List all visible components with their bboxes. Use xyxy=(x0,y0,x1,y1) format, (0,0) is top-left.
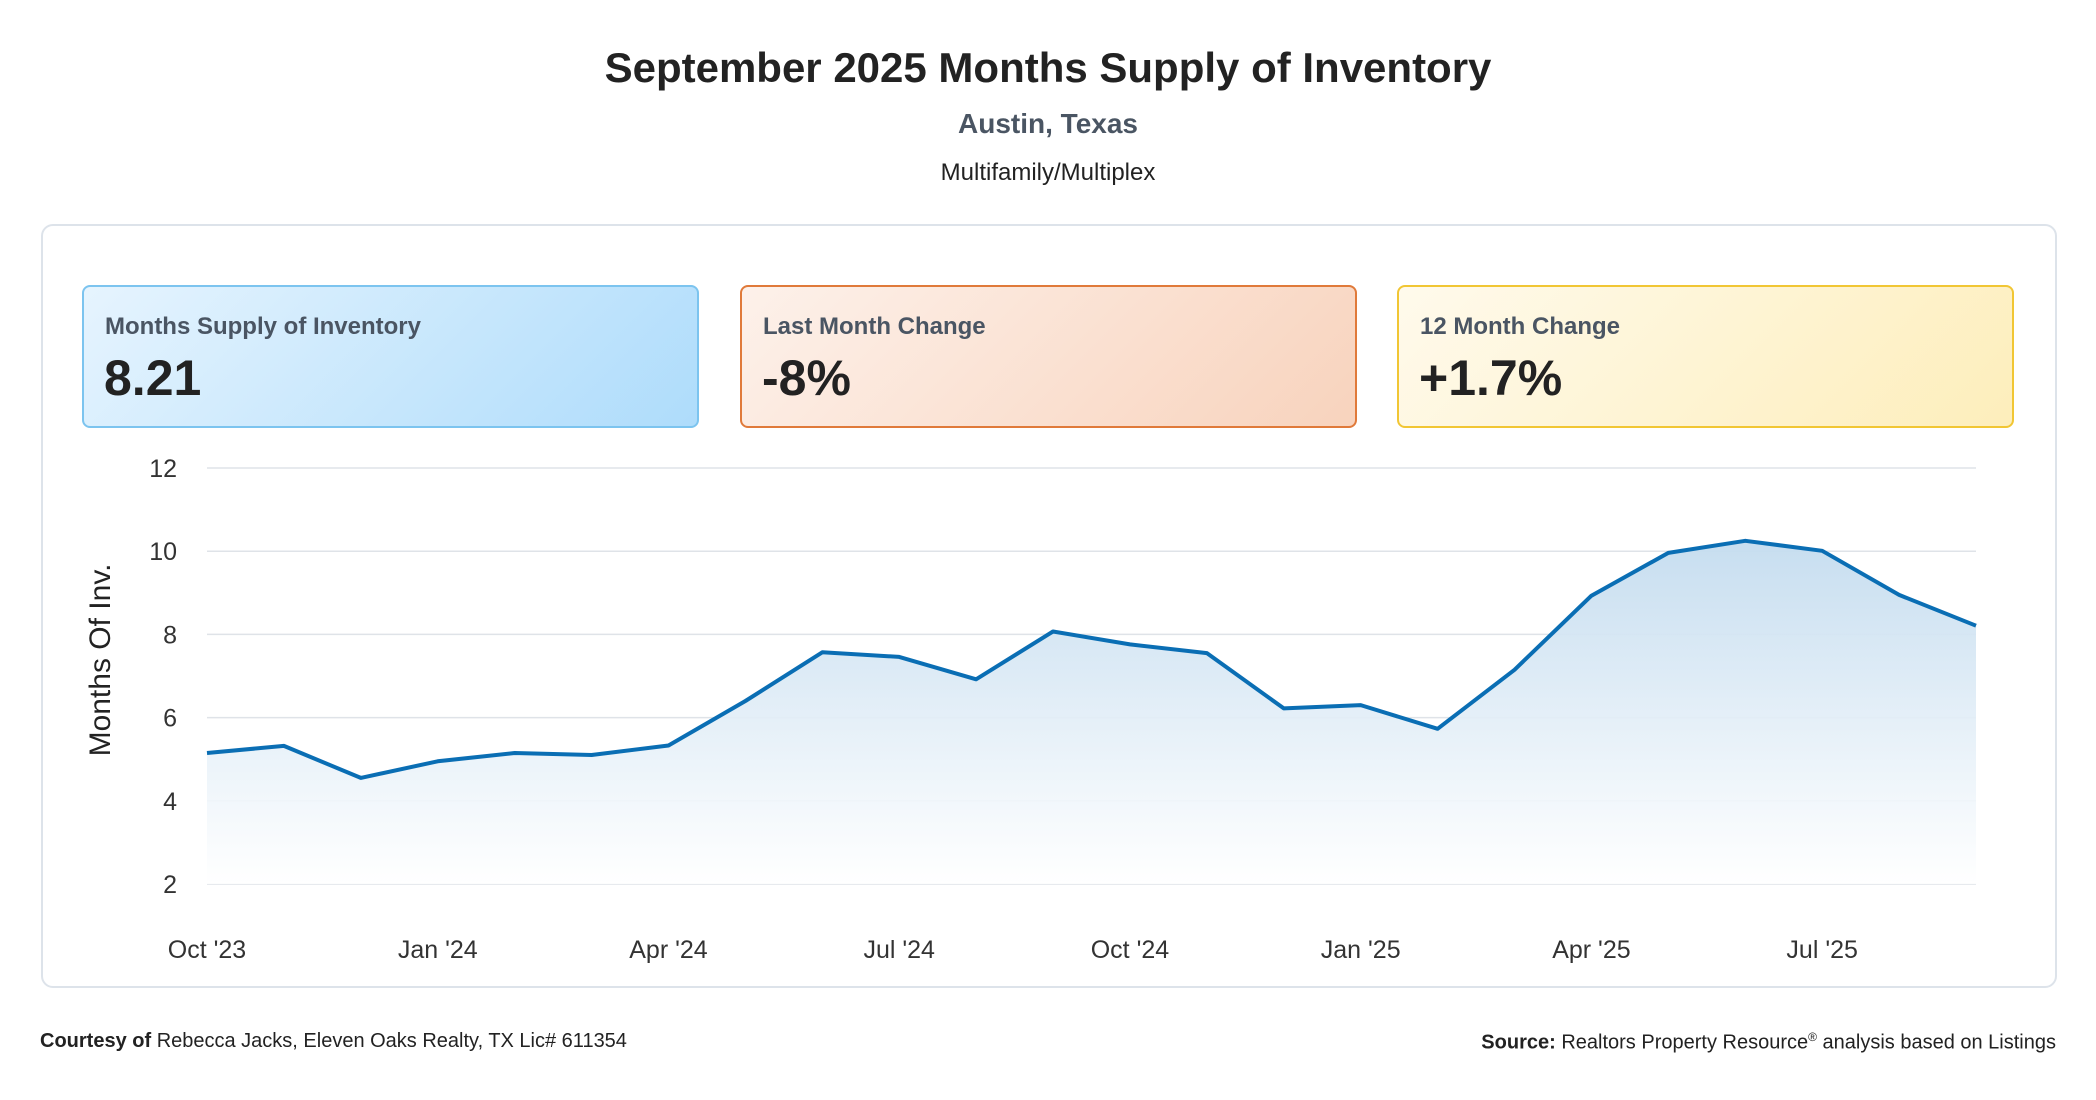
data-point xyxy=(281,743,287,749)
data-point xyxy=(1665,550,1671,556)
courtesy-footer: Courtesy of Rebecca Jacks, Eleven Oaks R… xyxy=(40,1030,627,1053)
data-point xyxy=(1973,623,1979,629)
x-tick-label: Oct '23 xyxy=(168,936,246,964)
data-point xyxy=(1281,705,1287,711)
x-tick-label: Jan '25 xyxy=(1321,936,1401,964)
data-point xyxy=(1819,548,1825,554)
last-month-change-card: Last Month Change -8% xyxy=(740,285,1357,428)
data-point xyxy=(1512,667,1518,673)
y-tick-label: 6 xyxy=(163,705,177,733)
data-point xyxy=(204,750,210,756)
data-point xyxy=(896,654,902,660)
data-point xyxy=(665,742,671,748)
data-point xyxy=(973,676,979,682)
data-point xyxy=(358,775,364,781)
x-tick-label: Jan '24 xyxy=(398,936,478,964)
twelve-month-change-label: 12 Month Change xyxy=(1420,313,1621,340)
x-tick-label: Apr '24 xyxy=(629,936,708,964)
y-tick-label: 2 xyxy=(163,871,177,899)
x-tick-label: Jul '25 xyxy=(1786,936,1857,964)
x-tick-label: Jul '24 xyxy=(863,936,935,964)
data-point xyxy=(819,649,825,655)
data-point xyxy=(435,758,441,764)
data-point xyxy=(1127,641,1133,647)
last-month-change-label: Last Month Change xyxy=(763,313,986,340)
twelve-month-change-value: +1.7% xyxy=(1419,350,1563,406)
chart-title: September 2025 Months Supply of Inventor… xyxy=(604,44,1492,91)
data-point xyxy=(512,750,518,756)
y-tick-label: 12 xyxy=(149,455,177,483)
source-text: Realtors Property Resource xyxy=(1561,1031,1809,1054)
y-tick-label: 4 xyxy=(163,788,177,816)
x-tick-label: Apr '25 xyxy=(1552,936,1630,964)
months-supply-label: Months Supply of Inventory xyxy=(105,313,421,340)
courtesy-text: Rebecca Jacks, Eleven Oaks Realty, TX Li… xyxy=(156,1030,627,1052)
source-footer: Source: Realtors Property Resource® anal… xyxy=(1481,1030,2056,1055)
data-point xyxy=(742,698,748,704)
data-point xyxy=(589,752,595,758)
courtesy-label: Courtesy of xyxy=(40,1030,152,1052)
x-tick-label: Oct '24 xyxy=(1091,936,1170,964)
data-point xyxy=(1435,726,1441,732)
data-point xyxy=(1742,538,1748,544)
y-tick-label: 10 xyxy=(149,538,177,566)
data-point xyxy=(1358,702,1364,708)
last-month-change-value: -8% xyxy=(762,350,851,406)
data-point xyxy=(1588,593,1594,599)
source-suffix: analysis based on Listings xyxy=(1822,1031,2056,1054)
y-tick-label: 8 xyxy=(163,621,177,649)
data-point xyxy=(1204,650,1210,656)
y-axis-label: Months Of Inv. xyxy=(84,564,117,757)
series-line xyxy=(206,538,1977,780)
data-point xyxy=(1050,628,1056,634)
location-subtitle: Austin, Texas xyxy=(958,108,1138,139)
months-supply-value: 8.21 xyxy=(104,350,202,406)
registered-mark: ® xyxy=(1808,1030,1817,1044)
property-category: Multifamily/Multiplex xyxy=(940,159,1156,186)
source-label: Source: xyxy=(1481,1031,1556,1054)
series-area-fill xyxy=(207,540,1976,884)
months-supply-card: Months Supply of Inventory 8.21 xyxy=(82,285,699,428)
twelve-month-change-card: 12 Month Change +1.7% xyxy=(1397,285,2014,428)
data-point xyxy=(1896,592,1902,598)
